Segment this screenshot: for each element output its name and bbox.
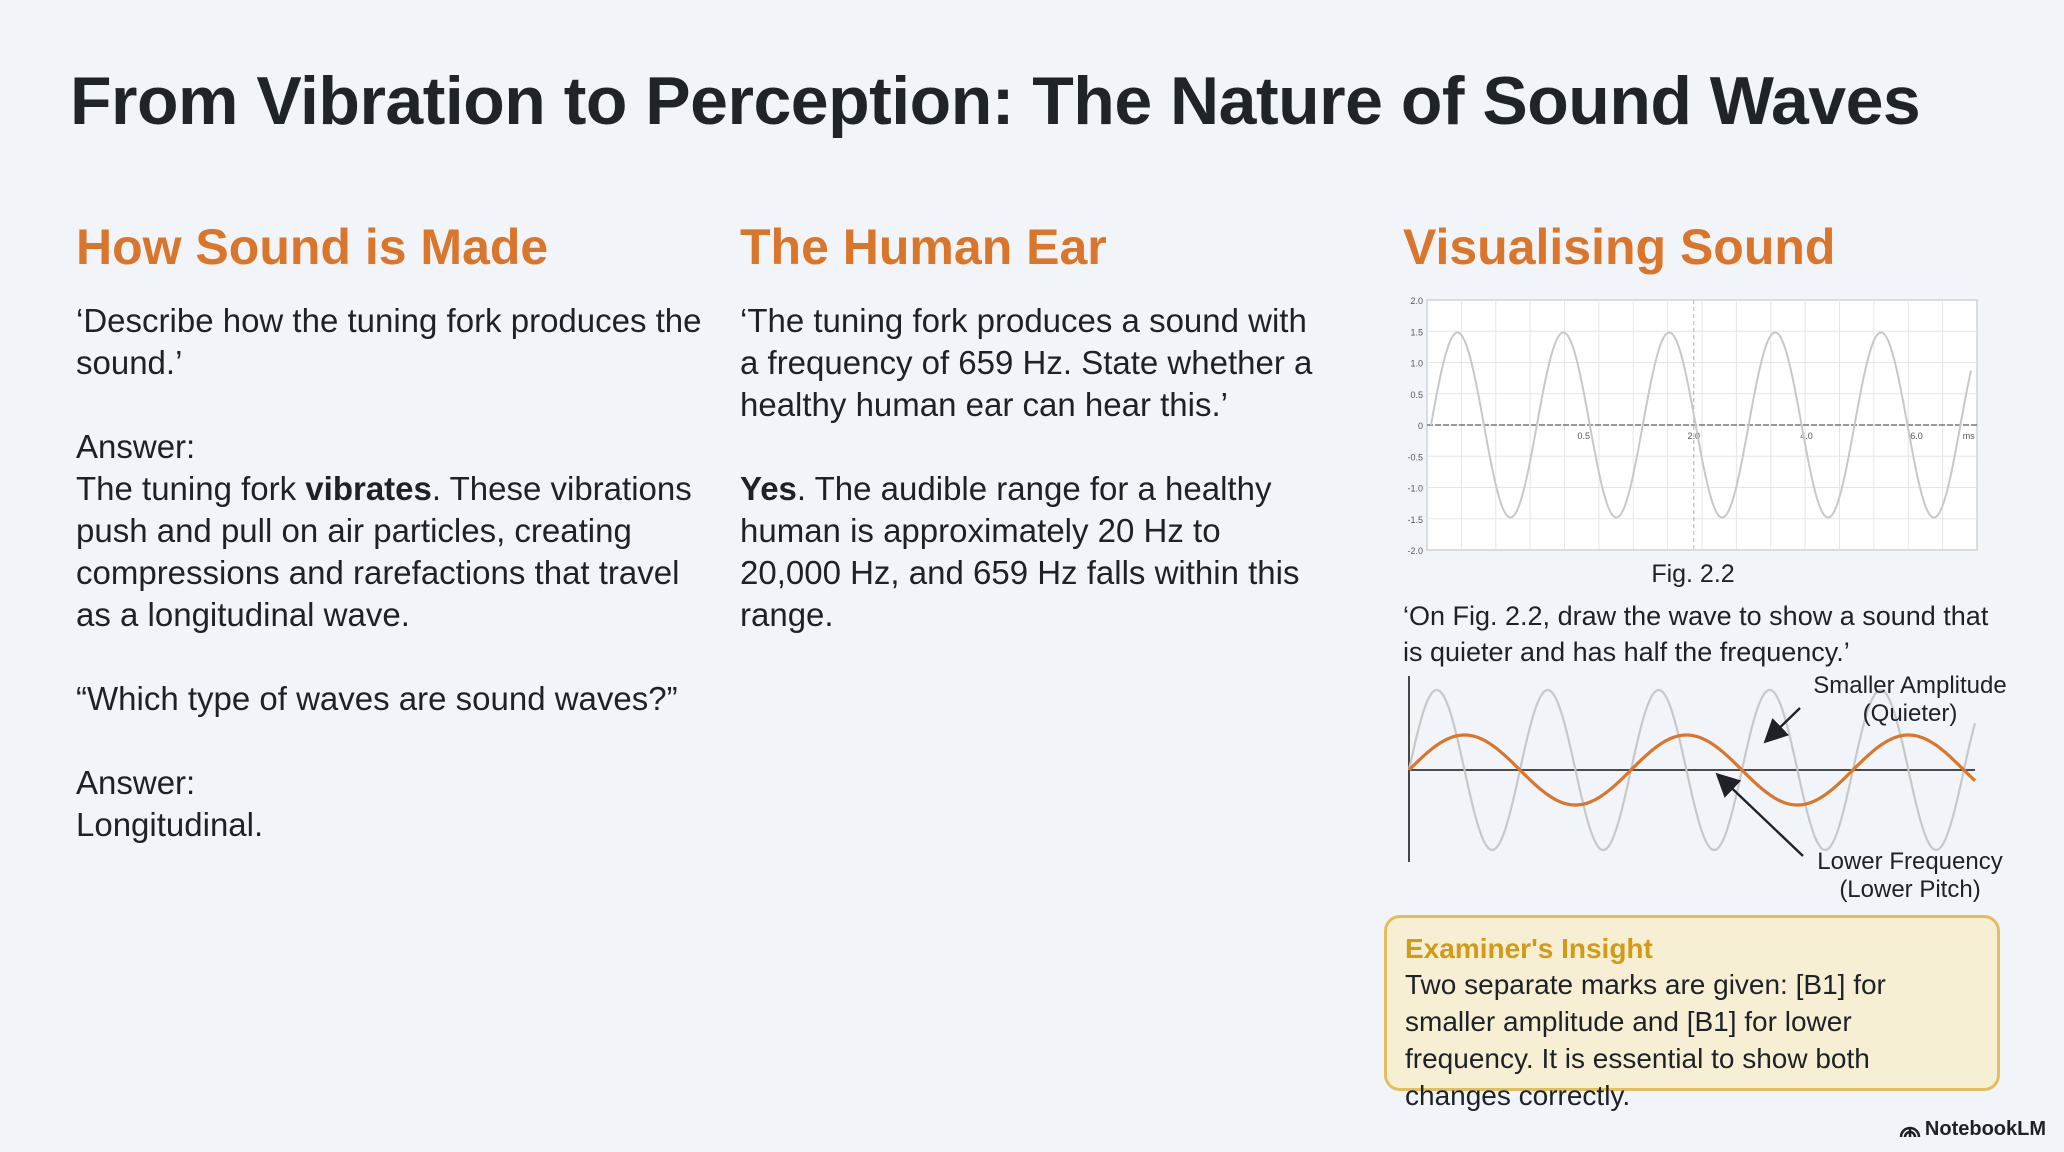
answer-text-bold: Yes bbox=[740, 470, 797, 507]
notebooklm-logo-icon bbox=[1899, 1126, 1921, 1137]
annotation-line: (Lower Pitch) bbox=[1839, 876, 1981, 903]
annotation-line: Smaller Amplitude bbox=[1813, 672, 2007, 699]
original-wave bbox=[1407, 688, 1977, 852]
question-text: “Which type of waves are sound waves?” bbox=[76, 680, 678, 717]
answer-text: Yes. The audible range for a healthy hum… bbox=[740, 468, 1330, 636]
x-tick-label: 0.5 bbox=[1577, 431, 1590, 441]
answer-text: Longitudinal. bbox=[76, 806, 264, 843]
insight-text: Two separate marks are given: [B1] for s… bbox=[1405, 969, 1886, 1111]
annotation-line: Lower Frequency bbox=[1817, 848, 2003, 875]
brand-logo: NotebookLM bbox=[1899, 1118, 2046, 1141]
quieter-lower-frequency-wave bbox=[1407, 733, 1977, 807]
y-tick-label: 2.0 bbox=[1410, 296, 1423, 306]
arrow-frequency bbox=[1715, 772, 1804, 857]
annotation-smaller-amplitude: Smaller Amplitude (Quieter) bbox=[1790, 672, 2030, 728]
fig-2-2-graph: 2.0 1.5 1.0 0.5 0 -0.5 -1.0 -1.5 -2.0 0.5 2.0 4.0 6.… bbox=[1407, 296, 1978, 554]
y-tick-label: 1.0 bbox=[1410, 359, 1423, 369]
section-body: ‘Describe how the tuning fork produces t… bbox=[76, 300, 716, 846]
answer-text-bold: vibrates bbox=[305, 470, 432, 507]
y-tick-label: 1.5 bbox=[1410, 327, 1423, 337]
examiners-insight-box: Examiner's Insight Two separate marks ar… bbox=[1384, 915, 2000, 1111]
x-tick-label: ms bbox=[1963, 431, 1975, 441]
y-tick-label: 0.5 bbox=[1410, 390, 1423, 400]
x-tick-label: 2.0 bbox=[1687, 431, 1700, 441]
section-heading: Visualising Sound bbox=[1403, 219, 1836, 275]
answer-text-part: . The audible range for a healthy human … bbox=[740, 470, 1300, 633]
y-tick-label: 0 bbox=[1418, 421, 1423, 431]
page-title: From Vibration to Perception: The Nature… bbox=[70, 63, 1921, 139]
y-tick-label: -2.0 bbox=[1407, 546, 1423, 554]
answer-text: The tuning fork vibrates. These vibratio… bbox=[76, 468, 716, 636]
answer-text-part: . These vibrations push and pull on air … bbox=[76, 470, 692, 633]
x-tick-label: 4.0 bbox=[1800, 431, 1813, 441]
arrow-amplitude bbox=[1763, 707, 1801, 744]
answer-label: Answer: bbox=[76, 764, 196, 801]
answer-label: Answer: bbox=[76, 428, 196, 465]
y-tick-label: -0.5 bbox=[1407, 452, 1423, 462]
y-tick-label: -1.0 bbox=[1407, 484, 1423, 494]
section-heading: The Human Ear bbox=[740, 219, 1107, 275]
fig-question: ‘On Fig. 2.2, draw the wave to show a so… bbox=[1403, 601, 1989, 667]
answer-wave-diagram bbox=[1407, 676, 1977, 862]
original-wave bbox=[1430, 331, 1972, 519]
question-text: ‘The tuning fork produces a sound with a… bbox=[740, 302, 1313, 423]
insight-title: Examiner's Insight bbox=[1405, 933, 1653, 964]
brand-name: NotebookLM bbox=[1924, 1118, 2046, 1140]
fig-caption: Fig. 2.2 bbox=[1651, 560, 1735, 588]
x-tick-label: 6.0 bbox=[1910, 431, 1923, 441]
question-text: ‘Describe how the tuning fork produces t… bbox=[76, 302, 702, 381]
y-tick-label: -1.5 bbox=[1407, 515, 1423, 525]
annotation-line: (Quieter) bbox=[1862, 700, 1958, 727]
annotation-lower-frequency: Lower Frequency (Lower Pitch) bbox=[1795, 848, 2025, 904]
answer-text-part: The tuning fork bbox=[76, 470, 306, 507]
section-body: ‘The tuning fork produces a sound with a… bbox=[740, 300, 1330, 636]
section-heading: How Sound is Made bbox=[76, 219, 549, 275]
